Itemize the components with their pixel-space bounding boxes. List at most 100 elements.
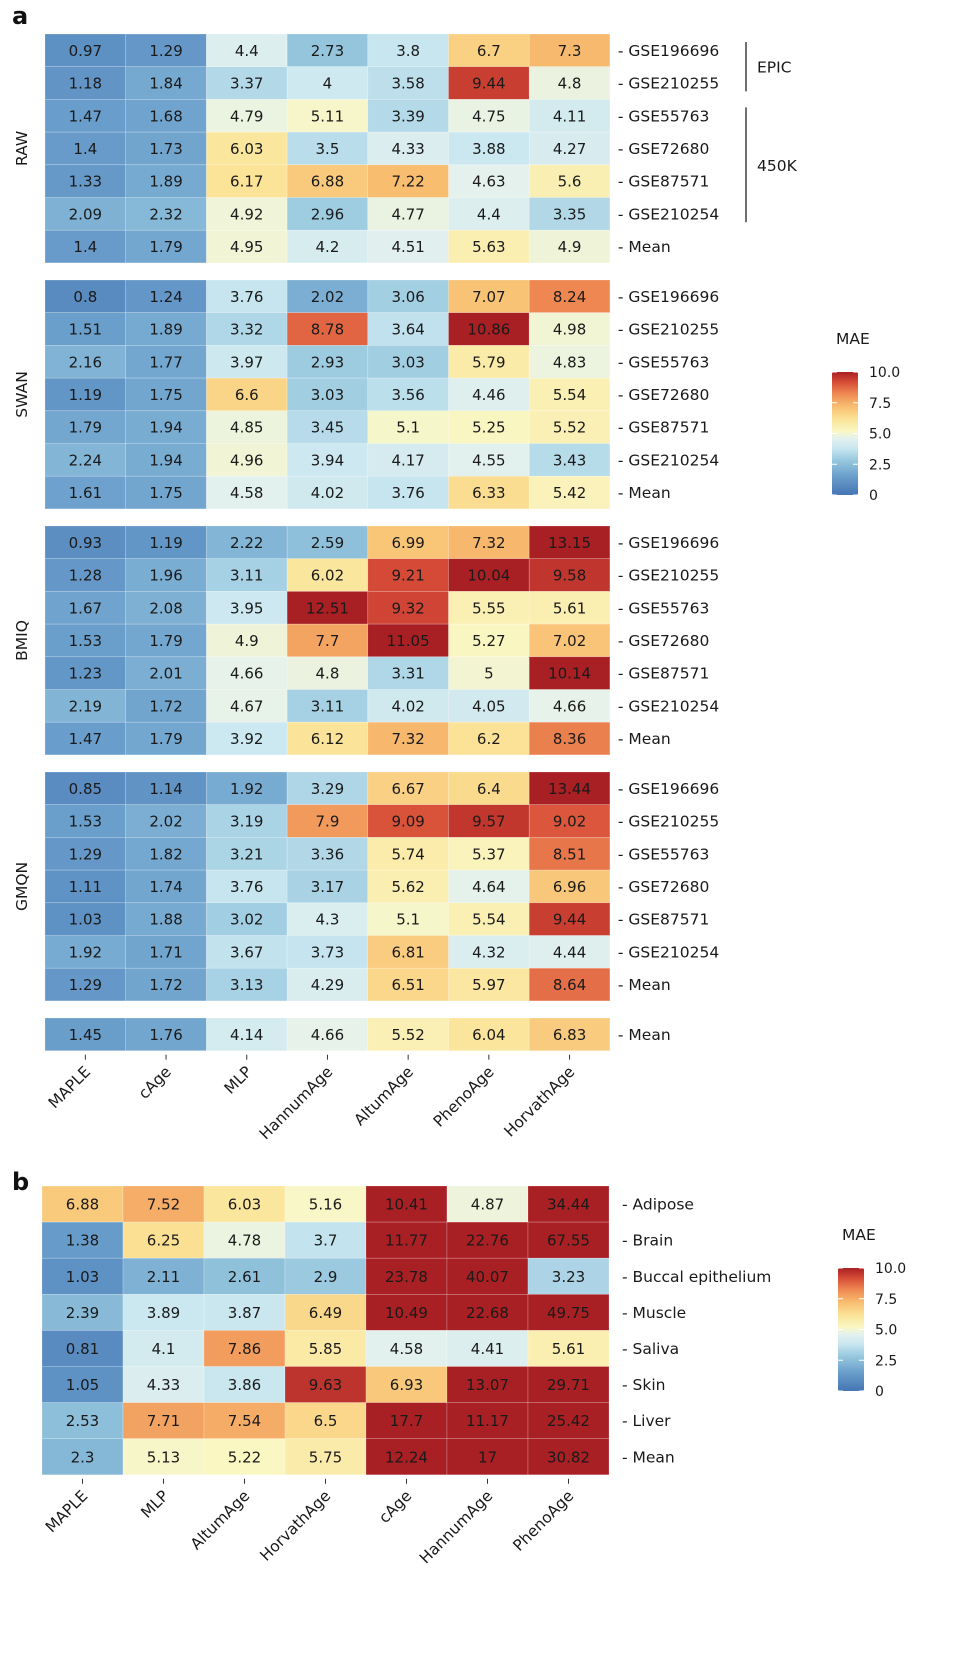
cell-value-label: 1.89: [149, 321, 182, 339]
heatmap-cell: [448, 33, 530, 68]
cell-value-label: 0.85: [69, 780, 102, 798]
heatmap-cell: [284, 1221, 367, 1259]
row-label: - GSE210254: [618, 943, 719, 961]
heatmap-cell: [448, 935, 530, 969]
cell-value-label: 3.64: [391, 321, 424, 339]
heatmap-cell: [367, 475, 449, 510]
cell-value-label: 4.96: [230, 451, 263, 469]
group-label: RAW: [13, 131, 31, 166]
row-label: - GSE210255: [618, 321, 719, 339]
cell-value-label: 10.41: [385, 1196, 428, 1214]
heatmap-cell: [448, 967, 530, 1002]
row-label: - GSE87571: [618, 419, 709, 437]
heatmap-cell: [528, 279, 611, 314]
panel-b-colorbar-title: MAE: [842, 1226, 876, 1244]
heatmap-cell: [528, 804, 611, 838]
cell-value-label: 11.77: [385, 1232, 428, 1250]
heatmap-cell: [44, 131, 126, 166]
heatmap-cell: [286, 525, 369, 560]
heatmap-cell: [125, 279, 207, 314]
heatmap-cell: [206, 591, 288, 625]
cell-value-label: 1.33: [69, 173, 102, 191]
heatmap-row: 1.38 6.25 4.78 3.7 11.77 22.76 67.55 - Brain: [41, 1221, 673, 1259]
cell-value-label: 3.76: [230, 878, 263, 896]
panel-b-colorbar-tick-label: 5.0: [875, 1323, 897, 1339]
row-label: - Mean: [618, 976, 671, 994]
cell-value-label: 5.1: [396, 911, 420, 929]
cell-value-label: 5.61: [552, 1340, 585, 1358]
cell-value-label: 6.81: [391, 943, 424, 961]
heatmap-cell: [206, 558, 288, 592]
panel-a-colorbar-tick-label: 7.5: [869, 396, 891, 412]
heatmap-row: 1.05 4.33 3.86 9.63 6.93 13.07 29.71 - Skin: [41, 1366, 665, 1403]
heatmap-cell: [367, 229, 449, 264]
heatmap-cell: [365, 1366, 448, 1403]
heatmap-cell: [528, 410, 611, 444]
cell-value-label: 8.78: [311, 321, 344, 339]
cell-value-label: 5: [484, 665, 494, 683]
cell-value-label: 5.52: [391, 1026, 424, 1044]
heatmap-cell: [448, 689, 530, 723]
cell-value-label: 5.37: [472, 845, 505, 863]
cell-value-label: 4.05: [472, 697, 505, 715]
cell-value-label: 3.67: [230, 943, 263, 961]
heatmap-cell: [286, 33, 369, 68]
heatmap-cell: [528, 591, 611, 625]
heatmap-cell: [206, 197, 288, 231]
heatmap-cell: [125, 377, 207, 412]
row-label: - GSE87571: [618, 665, 709, 683]
heatmap-cell: [125, 967, 207, 1002]
heatmap-cell: [41, 1294, 124, 1331]
cell-value-label: 1.11: [69, 878, 102, 896]
heatmap-cell: [125, 935, 207, 969]
heatmap-cell: [286, 967, 369, 1002]
heatmap-cell: [446, 1185, 529, 1223]
cell-value-label: 5.55: [472, 599, 505, 617]
cell-value-label: 3.97: [230, 353, 263, 371]
heatmap-cell: [206, 804, 288, 838]
panel-a-colorbar-tick-label: 0: [869, 488, 878, 504]
heatmap-cell: [448, 869, 530, 904]
cell-value-label: 6.93: [390, 1376, 423, 1394]
cell-value-label: 1.84: [149, 75, 182, 93]
heatmap-cell: [203, 1330, 286, 1367]
heatmap-cell: [284, 1185, 367, 1223]
cell-value-label: 4.77: [391, 205, 424, 223]
row-label: - GSE196696: [618, 780, 719, 798]
cell-value-label: 6.67: [391, 780, 424, 798]
heatmap-cell: [44, 902, 126, 936]
heatmap-row: 0.81 4.1 7.86 5.85 4.58 4.41 5.61 - Saliva: [41, 1330, 679, 1367]
cell-value-label: 1.03: [69, 911, 102, 929]
cell-value-label: 5.16: [309, 1196, 342, 1214]
cell-value-label: 3.86: [228, 1376, 261, 1394]
cell-value-label: 3.58: [391, 75, 424, 93]
cell-value-label: 3.94: [311, 451, 344, 469]
heatmap-cell: [528, 1017, 611, 1052]
heatmap-cell: [528, 475, 611, 510]
row-label: - GSE55763: [618, 845, 709, 863]
cell-value-label: 1.79: [69, 419, 102, 437]
x-tick-label: PhenoAge: [509, 1487, 577, 1555]
cell-value-label: 4.44: [553, 943, 586, 961]
cell-value-label: 6.99: [391, 534, 424, 552]
heatmap-cell: [528, 131, 611, 166]
cell-value-label: 1.28: [69, 567, 102, 585]
heatmap-cell: [41, 1185, 124, 1223]
cell-value-label: 2.59: [311, 534, 344, 552]
cell-value-label: 5.11: [311, 107, 344, 125]
cell-value-label: 6.51: [391, 976, 424, 994]
cell-value-label: 4.4: [235, 42, 259, 60]
row-label: - GSE210254: [618, 451, 719, 469]
heatmap-cell: [206, 279, 288, 314]
cell-value-label: 10.04: [467, 567, 510, 585]
cell-value-label: 3.31: [391, 665, 424, 683]
cell-value-label: 6.96: [553, 878, 586, 896]
cell-value-label: 1.29: [69, 976, 102, 994]
heatmap-cell: [448, 902, 530, 936]
cell-value-label: 1.18: [69, 75, 102, 93]
cell-value-label: 3.8: [396, 42, 420, 60]
row-label: - Buccal epithelium: [622, 1268, 771, 1286]
heatmap-cell: [44, 771, 126, 806]
cell-value-label: 22.68: [466, 1304, 509, 1322]
cell-value-label: 4.51: [391, 238, 424, 256]
